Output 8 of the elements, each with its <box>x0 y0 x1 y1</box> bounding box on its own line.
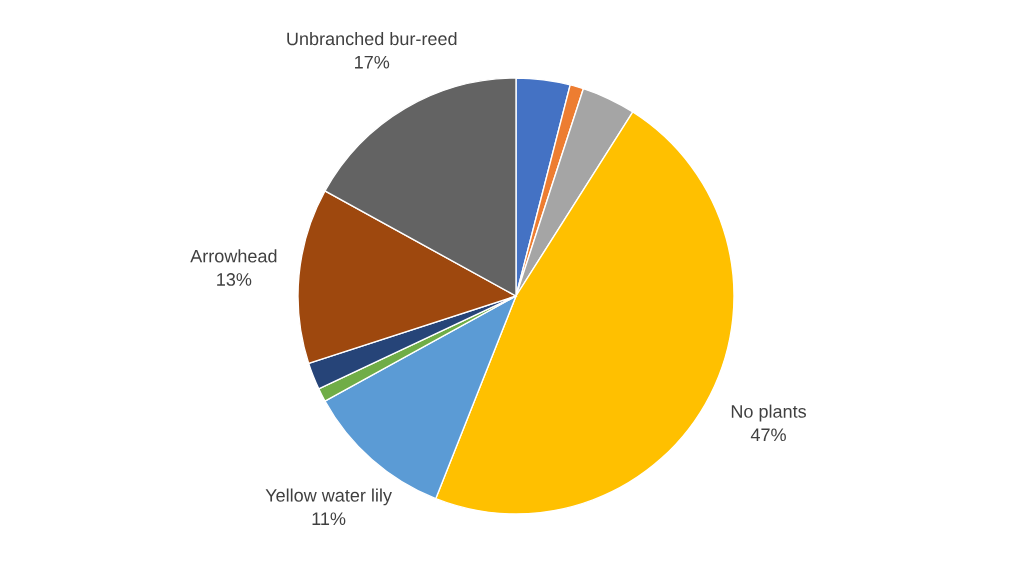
data-label: 17% <box>355 55 390 69</box>
slice-label: Arrowhead <box>190 249 277 263</box>
data-label: 13% <box>217 273 252 286</box>
slice-label: Yellow water lily <box>265 488 392 506</box>
data-label: 11% <box>312 512 346 526</box>
slice-label: No plants <box>731 404 806 422</box>
slice-label: Unbranched bur-reed <box>287 31 457 46</box>
data-label: 47% <box>750 428 786 442</box>
